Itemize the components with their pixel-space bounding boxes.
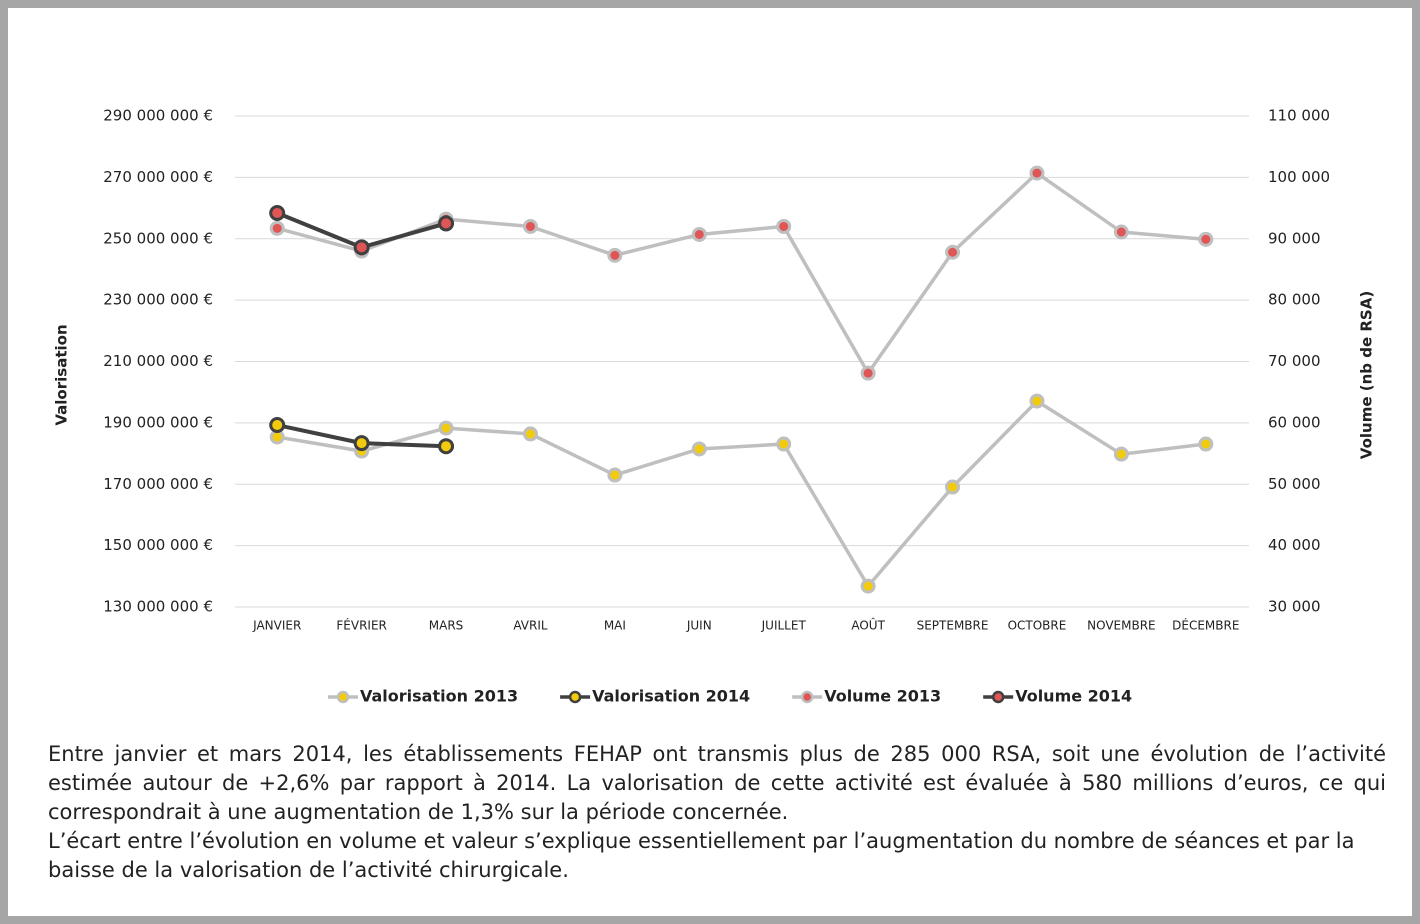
data-point — [1113, 446, 1129, 462]
data-point — [1113, 224, 1129, 240]
x-tick-label: AOÛT — [851, 618, 885, 633]
y2-tick-label: 30 000 — [1268, 598, 1321, 616]
x-tick-label: JANVIER — [252, 619, 301, 633]
y-tick-label: 130 000 000 € — [103, 598, 213, 616]
legend-label: Volume 2014 — [1015, 687, 1132, 706]
x-tick-label: NOVEMBRE — [1087, 619, 1156, 633]
legend-marker — [336, 690, 350, 704]
data-point — [860, 365, 876, 381]
y-tick-label: 290 000 000 € — [103, 107, 213, 125]
legend-label: Valorisation 2013 — [360, 687, 518, 706]
y-tick-label: 270 000 000 € — [103, 168, 213, 186]
data-point — [691, 226, 707, 242]
data-point — [269, 220, 285, 236]
paragraph: Entre janvier et mars 2014, les établiss… — [48, 742, 1386, 824]
y2-tick-label: 50 000 — [1268, 475, 1321, 493]
x-tick-label: FÉVRIER — [336, 618, 387, 633]
y-tick-label: 210 000 000 € — [103, 352, 213, 370]
data-point — [269, 204, 286, 221]
data-point — [860, 578, 876, 594]
legend-marker — [800, 690, 814, 704]
x-tick-label: MARS — [429, 619, 464, 633]
data-point — [1029, 165, 1045, 181]
x-tick-label: AVRIL — [513, 619, 548, 633]
data-point — [607, 467, 623, 483]
data-point — [1029, 393, 1045, 409]
data-point — [438, 438, 455, 455]
legend-label: Volume 2013 — [824, 687, 941, 706]
y2-tick-label: 110 000 — [1268, 107, 1330, 125]
paragraph: L’écart entre l’évolution en volume et v… — [48, 829, 1355, 882]
data-point — [776, 218, 792, 234]
data-point — [522, 426, 538, 442]
y2-axis-title: Volume (nb de RSA) — [1358, 291, 1376, 459]
data-point — [776, 436, 792, 452]
x-tick-label: JUILLET — [761, 619, 807, 633]
chart: Valorisation Volume (nb de RSA) 130 000 … — [53, 107, 1376, 706]
data-point — [269, 417, 286, 434]
x-tick-label: JUIN — [686, 619, 712, 633]
data-point — [522, 218, 538, 234]
y2-tick-label: 40 000 — [1268, 536, 1321, 554]
legend-marker — [991, 690, 1005, 704]
legend-label: Valorisation 2014 — [592, 687, 750, 706]
data-point — [945, 479, 961, 495]
data-point — [438, 420, 454, 436]
data-point — [945, 244, 961, 260]
y-tick-label: 250 000 000 € — [103, 229, 213, 247]
y-tick-label: 190 000 000 € — [103, 413, 213, 431]
x-tick-label: SEPTEMBRE — [917, 619, 989, 633]
x-tick-label: OCTOBRE — [1008, 619, 1067, 633]
y2-tick-label: 90 000 — [1268, 229, 1321, 247]
data-point — [1198, 436, 1214, 452]
y-axis-title: Valorisation — [53, 324, 71, 425]
data-point — [353, 239, 370, 256]
x-tick-label: MAI — [604, 619, 626, 633]
series-line — [276, 399, 1206, 588]
data-point — [353, 435, 370, 452]
data-point — [1198, 231, 1214, 247]
data-point — [438, 215, 455, 232]
text-block: Entre janvier et mars 2014, les établiss… — [48, 740, 1386, 885]
data-point — [607, 247, 623, 263]
y-tick-label: 170 000 000 € — [103, 475, 213, 493]
y-tick-label: 230 000 000 € — [103, 291, 213, 309]
y2-tick-label: 70 000 — [1268, 352, 1321, 370]
y-tick-label: 150 000 000 € — [103, 536, 213, 554]
data-point — [691, 441, 707, 457]
y2-tick-label: 60 000 — [1268, 413, 1321, 431]
y2-tick-label: 100 000 — [1268, 168, 1330, 186]
legend-marker — [568, 690, 582, 704]
x-tick-label: DÉCEMBRE — [1172, 618, 1239, 633]
y2-tick-label: 80 000 — [1268, 291, 1321, 309]
series-line — [276, 171, 1206, 375]
